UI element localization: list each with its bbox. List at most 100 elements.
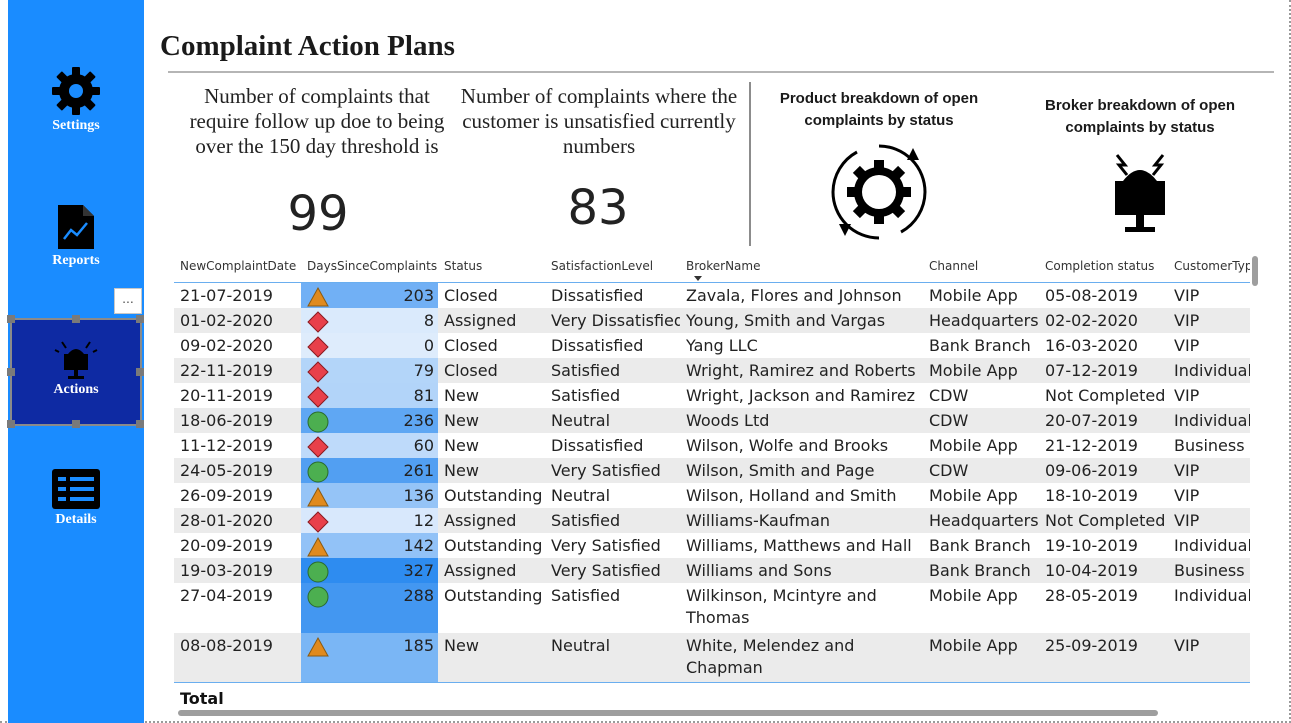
days-value: 12 — [413, 510, 434, 530]
cell-broker: Wilson, Holland and Smith — [686, 485, 897, 505]
nav-actions-button[interactable]: Actions — [7, 315, 144, 428]
column-header-status[interactable]: Status — [438, 252, 545, 283]
cell-satisfaction: Neutral — [545, 407, 680, 433]
days-value: 142 — [403, 535, 434, 555]
cell-customer-type: Business — [1174, 435, 1245, 455]
cell-broker: Williams, Matthews and Hall — [686, 535, 912, 555]
cell-days: 185 — [301, 632, 438, 682]
column-header-customer[interactable]: CustomerType — [1168, 252, 1250, 283]
complaints-table[interactable]: NewComplaintDate DaysSinceComplaints Sta… — [174, 252, 1250, 682]
cell-channel: Mobile App — [929, 485, 1018, 505]
cell-completion: 02-02-2020 — [1039, 307, 1168, 333]
days-value: 136 — [403, 485, 434, 505]
table-row[interactable]: 26-09-2019 136 Outstanding Neutral Wilson, H… — [174, 482, 1250, 508]
cell-channel: CDW — [923, 407, 1039, 433]
table-row[interactable]: 24-05-2019 261 New Very Satisfied Wilson, Sm… — [174, 457, 1250, 483]
days-value: 0 — [423, 335, 434, 355]
table-row[interactable]: 18-06-2019 236 New Neutral Woods Ltd CDW 20-07… — [174, 407, 1250, 433]
cell-days: 288 — [301, 582, 438, 633]
details-grid-icon — [52, 469, 100, 509]
cell-satisfaction: Neutral — [551, 485, 611, 505]
horizontal-scrollbar[interactable] — [178, 710, 1158, 716]
cell-channel: Mobile App — [929, 435, 1018, 455]
vertical-scrollbar[interactable] — [1252, 256, 1258, 286]
selection-handle[interactable] — [72, 420, 80, 428]
selection-handle[interactable] — [7, 420, 15, 428]
column-header-days[interactable]: DaysSinceComplaints — [301, 252, 438, 283]
cell-broker: Woods Ltd — [680, 407, 923, 433]
nav-settings-label: Settings — [52, 118, 100, 133]
table-row[interactable]: 08-08-2019 185 New Neutral White, Melendez a… — [174, 632, 1250, 682]
days-value: 185 — [403, 635, 434, 655]
cell-completion: Not Completed — [1045, 385, 1166, 405]
table-row[interactable]: 20-11-2019 81 New Satisfied Wright, Jackson … — [174, 382, 1250, 408]
nav-reports-button[interactable]: Reports — [8, 203, 144, 283]
nav-details-label: Details — [55, 512, 97, 527]
cell-channel: Mobile App — [929, 585, 1018, 605]
cell-channel: CDW — [929, 385, 969, 405]
column-header-broker[interactable]: BrokerName — [680, 252, 923, 283]
cell-satisfaction: Satisfied — [545, 507, 680, 533]
days-value: 236 — [403, 410, 434, 430]
column-header-satisfaction[interactable]: SatisfactionLevel — [545, 252, 680, 283]
cell-date: 27-04-2019 — [180, 585, 273, 605]
cell-satisfaction: Very Satisfied — [551, 535, 661, 555]
cell-date: 26-09-2019 — [180, 485, 273, 505]
table-row[interactable]: 20-09-2019 142 Outstanding Very Satisfied Wi… — [174, 532, 1250, 558]
cell-status: Assigned — [438, 507, 545, 533]
cell-completion: 16-03-2020 — [1045, 335, 1138, 355]
ok-circle-icon — [307, 561, 329, 582]
cell-completion: 19-10-2019 — [1045, 535, 1138, 555]
broker-breakdown-card[interactable]: Broker breakdown of open complaints by s… — [1026, 95, 1254, 235]
selection-handle[interactable] — [136, 315, 144, 323]
nav-details-button[interactable]: Details — [8, 468, 144, 548]
cell-broker: Young, Smith and Vargas — [680, 307, 923, 333]
table-row[interactable]: 19-03-2019 327 Assigned Very Satisfied Willi… — [174, 557, 1250, 583]
ok-circle-icon — [307, 586, 329, 607]
cell-broker: Wright, Ramirez and Roberts — [680, 357, 923, 383]
cell-broker: White, Melendez and Chapman — [680, 632, 923, 682]
cell-status: New — [438, 457, 545, 483]
nav-settings-button[interactable]: Settings — [8, 66, 144, 146]
cell-date: 19-03-2019 — [174, 557, 301, 583]
cell-completion: Not Completed — [1039, 507, 1168, 533]
cell-channel: Headquarters — [923, 307, 1039, 333]
alert-diamond-icon — [307, 335, 329, 358]
table-row[interactable]: 28-01-2020 12 Assigned Satisfied Williams-Ka… — [174, 507, 1250, 533]
selection-handle[interactable] — [7, 368, 15, 376]
column-header-completion[interactable]: Completion status — [1039, 252, 1168, 283]
cell-broker: Wright, Jackson and Ramirez — [686, 385, 916, 405]
warning-triangle-icon — [307, 486, 329, 506]
more-options-button[interactable]: ... — [114, 288, 142, 314]
cell-days: 203 — [301, 282, 438, 308]
cell-completion: 05-08-2019 — [1045, 285, 1138, 305]
unsatisfied-kpi-value: 83 — [567, 180, 629, 236]
selection-handle[interactable] — [7, 315, 15, 323]
selection-handle[interactable] — [72, 315, 80, 323]
table-row[interactable]: 21-07-2019 203 Closed Dissatisfied Zavala, F… — [174, 282, 1250, 308]
table-row[interactable]: 09-02-2020 0 Closed Dissatisfied Yang LLC Ban… — [174, 332, 1250, 358]
table-row[interactable]: 27-04-2019 288 Outstanding Satisfied Wilkins… — [174, 582, 1250, 633]
table-row[interactable]: 01-02-2020 8 Assigned Very Dissatisfied Youn… — [174, 307, 1250, 333]
selection-handle[interactable] — [136, 420, 144, 428]
product-breakdown-card[interactable]: Product breakdown of open complaints by … — [760, 88, 998, 244]
cell-satisfaction: Satisfied — [545, 357, 680, 383]
cell-status: Closed — [438, 357, 545, 383]
cell-channel: Bank Branch — [929, 535, 1031, 555]
table-row[interactable]: 22-11-2019 79 Closed Satisfied Wright, Ramir… — [174, 357, 1250, 383]
cell-broker: Zavala, Flores and Johnson — [686, 285, 902, 305]
selection-handle[interactable] — [136, 368, 144, 376]
cell-broker: Wilson, Smith and Page — [680, 457, 923, 483]
column-header-channel[interactable]: Channel — [923, 252, 1039, 283]
alert-diamond-icon — [307, 385, 329, 408]
column-header-date[interactable]: NewComplaintDate — [174, 252, 301, 283]
cell-channel: Mobile App — [923, 357, 1039, 383]
cell-date: 24-05-2019 — [174, 457, 301, 483]
cell-customer-type: Individual — [1174, 585, 1250, 605]
cell-status: Outstanding — [444, 485, 543, 505]
nav-actions-label: Actions — [53, 382, 99, 397]
ok-circle-icon — [307, 461, 329, 482]
cell-days: 8 — [301, 307, 438, 333]
table-row[interactable]: 11-12-2019 60 New Dissatisfied Wilson, Wolfe… — [174, 432, 1250, 458]
